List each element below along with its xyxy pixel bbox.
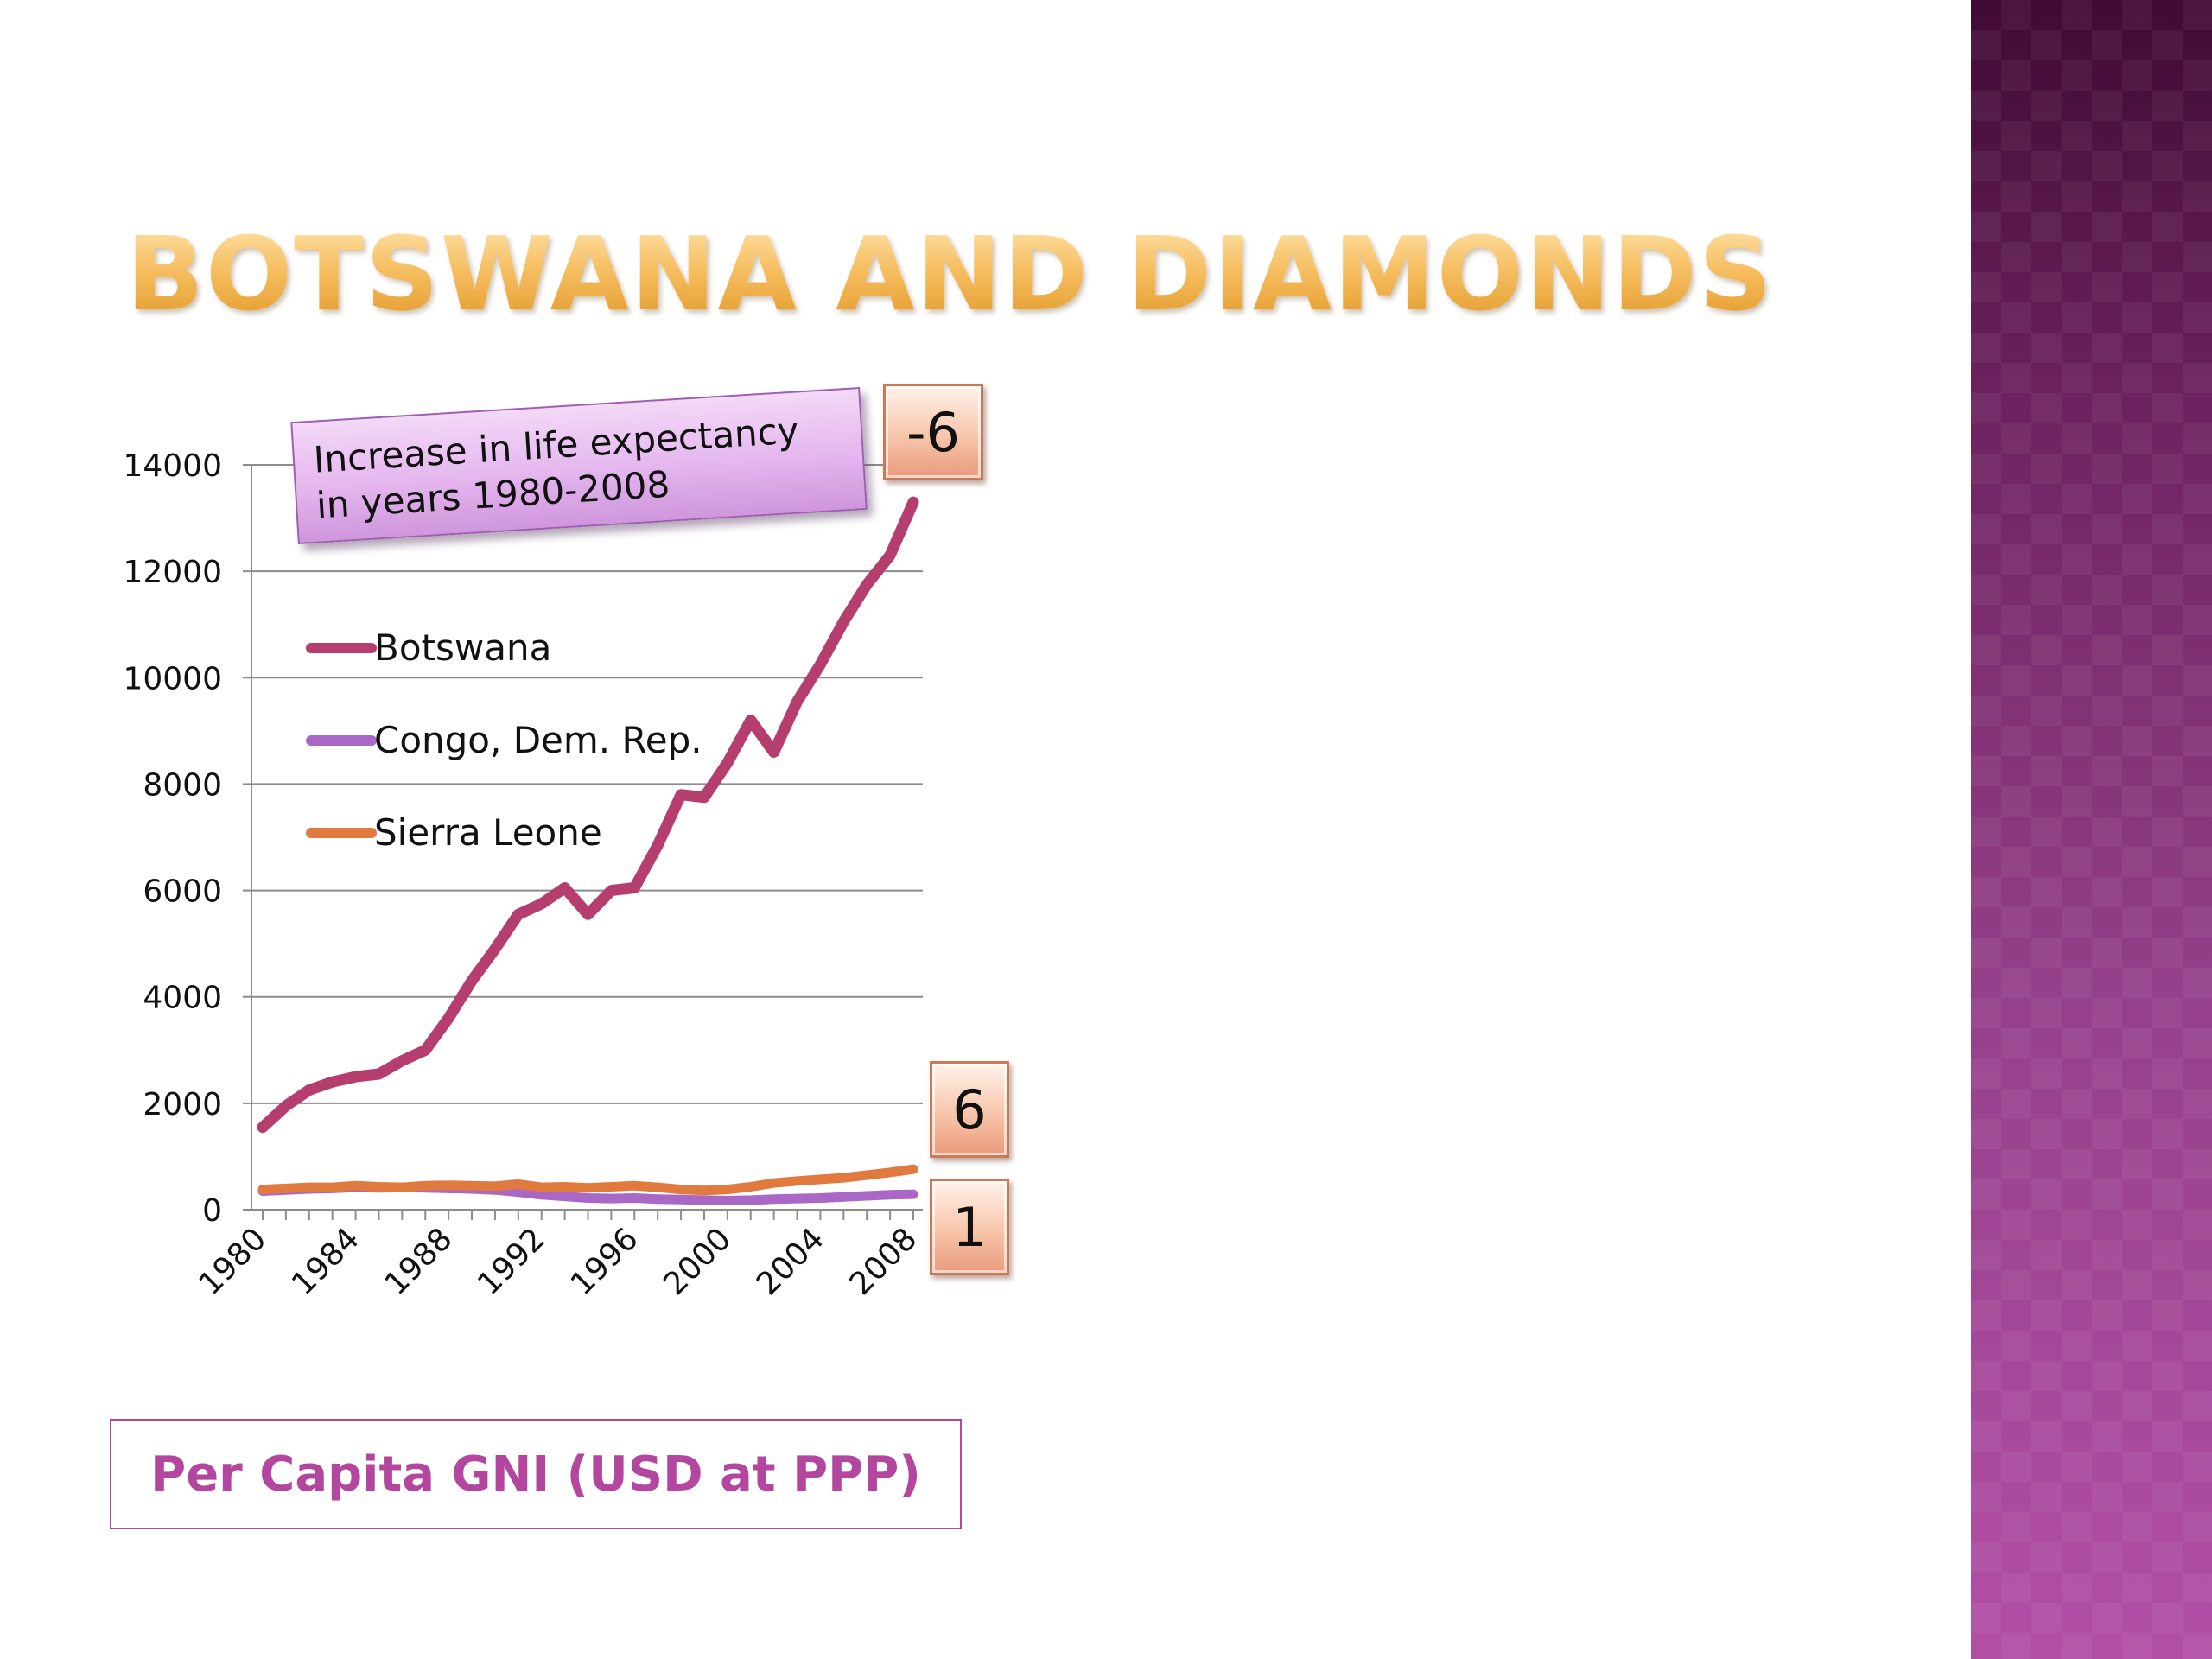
sierra-leone-life-expectancy-box: 6 <box>930 1061 1009 1158</box>
x-tick-label: 1988 <box>378 1221 460 1302</box>
legend-label: Congo, Dem. Rep. <box>374 719 702 761</box>
y-tick-label: 8000 <box>143 767 222 803</box>
series-line-botswana <box>257 496 919 1134</box>
chart-legend: Botswana Congo, Dem. Rep. Sierra Leone <box>306 626 702 854</box>
x-tick-label: 1996 <box>564 1221 645 1302</box>
legend-label: Sierra Leone <box>374 811 602 854</box>
slide-title: Botswana and Diamonds <box>126 214 1774 334</box>
congo-life-expectancy-box: 1 <box>930 1179 1009 1275</box>
chart-gridlines <box>251 464 923 1104</box>
x-tick-label: 1992 <box>471 1221 552 1302</box>
botswana-life-expectancy-box: -6 <box>883 384 983 480</box>
chart-axes: 0 2000 4000 6000 8000 10000 12000 14000 1980 1984… <box>123 448 924 1302</box>
x-tick-label: 1984 <box>285 1221 366 1302</box>
y-tick-label: 14000 <box>123 448 222 484</box>
y-tick-label: 10000 <box>123 661 222 696</box>
x-tick-label: 1980 <box>193 1221 274 1302</box>
y-tick-label: 6000 <box>143 874 222 910</box>
chart-series <box>257 496 919 1205</box>
chart-caption: Per Capita GNI (USD at PPP) <box>110 1419 962 1529</box>
y-tick-label: 2000 <box>143 1087 222 1122</box>
decorative-side-band <box>1971 0 2212 1659</box>
series-line-sierra-leone <box>257 1164 918 1196</box>
y-tick-label: 4000 <box>143 981 222 1016</box>
legend-label: Botswana <box>374 626 551 669</box>
x-tick-label: 2004 <box>750 1221 831 1302</box>
x-tick-label: 2008 <box>843 1221 925 1302</box>
y-tick-label: 0 <box>202 1193 222 1229</box>
y-tick-label: 12000 <box>123 555 222 590</box>
side-band-pattern <box>1971 0 2212 1659</box>
x-tick-label: 2000 <box>657 1221 738 1302</box>
